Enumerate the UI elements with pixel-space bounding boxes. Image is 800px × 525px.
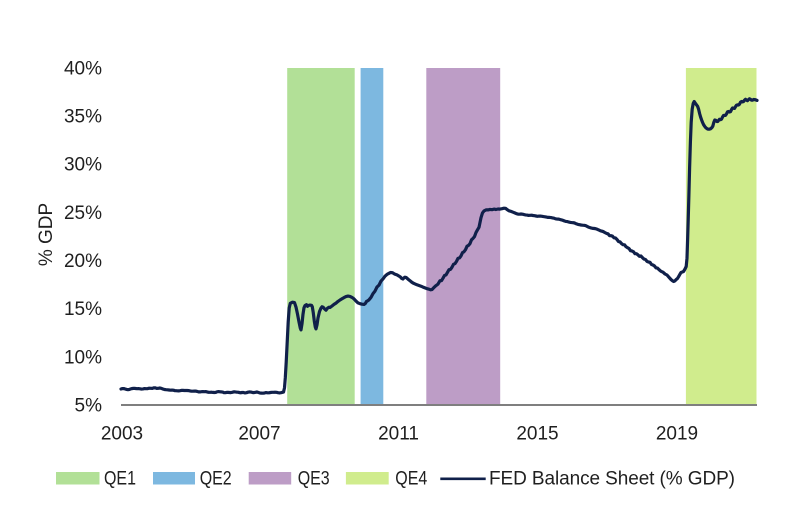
svg-text:% GDP: % GDP xyxy=(36,203,57,266)
svg-text:QE3: QE3 xyxy=(298,468,330,489)
svg-text:30%: 30% xyxy=(64,155,102,176)
svg-text:25%: 25% xyxy=(64,203,102,224)
svg-text:QE1: QE1 xyxy=(104,468,136,489)
svg-text:40%: 40% xyxy=(64,58,102,79)
svg-text:2007: 2007 xyxy=(238,423,280,444)
svg-text:QE4: QE4 xyxy=(395,468,427,489)
svg-text:2015: 2015 xyxy=(516,423,558,444)
svg-text:2003: 2003 xyxy=(101,423,143,444)
svg-text:2019: 2019 xyxy=(656,423,698,444)
svg-text:5%: 5% xyxy=(75,395,103,416)
svg-text:35%: 35% xyxy=(64,107,102,128)
svg-text:20%: 20% xyxy=(64,251,102,272)
svg-text:10%: 10% xyxy=(64,347,102,368)
svg-text:QE2: QE2 xyxy=(200,468,232,489)
svg-text:FED Balance Sheet (% GDP): FED Balance Sheet (% GDP) xyxy=(489,468,735,489)
svg-text:15%: 15% xyxy=(64,299,102,320)
svg-text:2011: 2011 xyxy=(378,423,419,444)
